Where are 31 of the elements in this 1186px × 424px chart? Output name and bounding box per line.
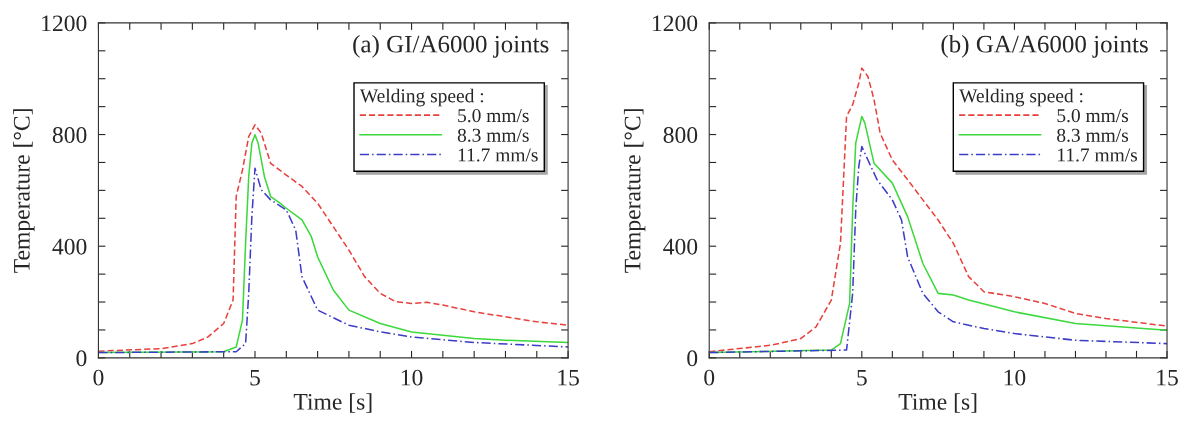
- x-axis-title: Time [s]: [898, 393, 977, 413]
- legend-title: Welding speed :: [959, 88, 1083, 107]
- x-axis-title: Time [s]: [293, 393, 372, 413]
- x-tick-label: 0: [93, 369, 104, 386]
- line-series: [709, 67, 1168, 353]
- y-tick-label: 0: [687, 350, 698, 367]
- annotation: (b) GA/A6000 joints: [941, 35, 1148, 58]
- x-tick-label: 15: [558, 369, 579, 386]
- y-tick-label: 800: [663, 127, 698, 143]
- legend-label: 8.3 mm/s: [1057, 128, 1129, 142]
- legend-title: Welding speed :: [359, 88, 484, 107]
- x-tick-label: 0: [704, 369, 715, 386]
- y-tick-label: 1200: [42, 15, 87, 32]
- x-tick-label: 5: [857, 369, 867, 386]
- y-axis-title: Temperature [°C]: [13, 109, 35, 273]
- y-axis-title: Temperature [°C]: [623, 109, 646, 273]
- legend-label: 8.3 mm/s: [457, 128, 529, 142]
- legend-label: 5.0 mm/s: [1057, 109, 1129, 123]
- y-tick-label: 1200: [652, 15, 698, 32]
- x-tick-label: 5: [250, 369, 260, 386]
- legend-label: 11.7 mm/s: [1058, 148, 1138, 162]
- x-tick-label: 10: [1004, 369, 1026, 386]
- y-tick-label: 400: [663, 238, 698, 255]
- legend-label: 5.0 mm/s: [458, 109, 529, 123]
- y-tick-label: 800: [52, 127, 87, 143]
- x-tick-label: 10: [401, 369, 423, 386]
- y-tick-label: 400: [52, 238, 87, 255]
- legend-label: 11.7 mm/s: [458, 148, 538, 162]
- annotation: (a) GI/A6000 joints: [353, 35, 549, 58]
- x-tick-label: 15: [1157, 369, 1178, 386]
- y-tick-label: 0: [76, 350, 87, 367]
